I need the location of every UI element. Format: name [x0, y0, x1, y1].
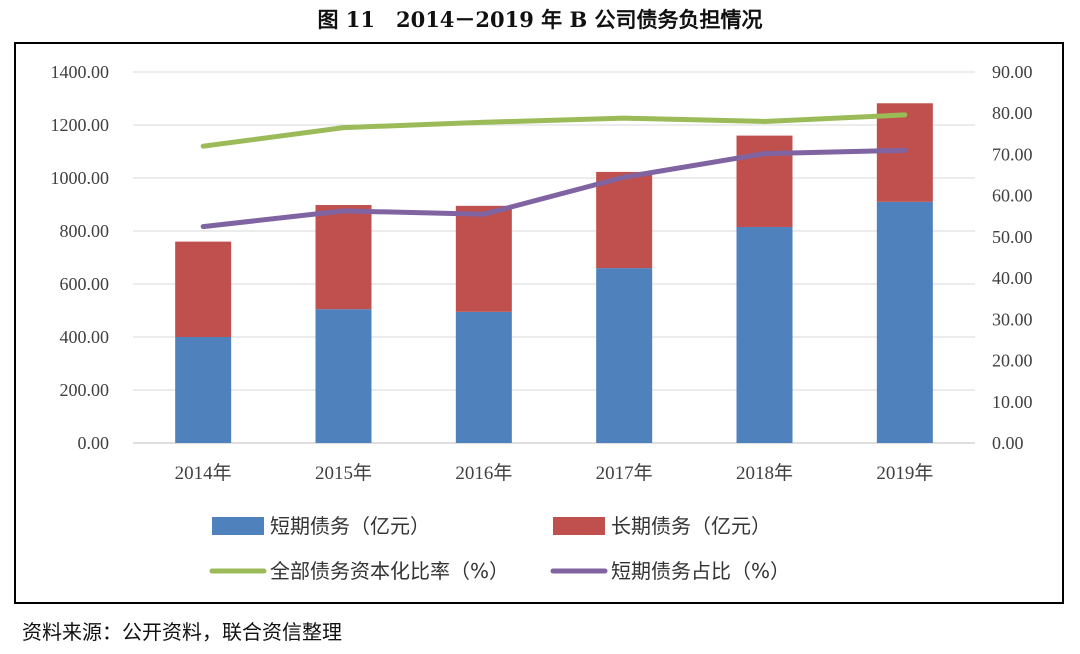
- legend-label: 全部债务资本化比率（%）: [270, 559, 509, 583]
- figure-title: 图 11 2014－2019 年 B 公司债务负担情况: [317, 7, 763, 32]
- bar-short-term-debt: [315, 309, 372, 443]
- gridlines: [133, 71, 975, 444]
- bar-short-term-debt: [596, 268, 653, 443]
- y-right-tick-label: 90.00: [992, 62, 1033, 82]
- y-right-tick-label: 20.00: [992, 351, 1033, 371]
- y-right-tick-label: 70.00: [992, 144, 1033, 164]
- y-left-tick-label: 200.00: [60, 380, 110, 400]
- x-tick-label: 2018年: [736, 462, 793, 484]
- legend-swatch: [553, 517, 605, 535]
- y-left-tick-label: 1000.00: [51, 168, 110, 188]
- line-short-term-debt-share: [200, 147, 908, 230]
- legend-label: 长期债务（亿元）: [611, 514, 771, 538]
- y-left-tick-label: 600.00: [60, 274, 110, 294]
- x-tick-label: 2014年: [175, 462, 232, 484]
- legend-label: 短期债务占比（%）: [611, 559, 790, 583]
- y-right-tick-label: 50.00: [992, 227, 1033, 247]
- chart-frame: [14, 42, 1064, 604]
- bar-long-term-debt: [596, 171, 653, 269]
- line-group: [200, 112, 908, 230]
- legend-swatch: [212, 517, 264, 535]
- bar-long-term-debt: [455, 205, 512, 312]
- source-note: 资料来源：公开资料，联合资信整理: [22, 620, 342, 644]
- bar-short-term-debt: [175, 337, 232, 443]
- y-right-tick-label: 0.00: [992, 433, 1024, 453]
- y-right-tick-label: 60.00: [992, 186, 1033, 206]
- y-right-tick-label: 10.00: [992, 392, 1033, 412]
- y-left-tick-label: 1200.00: [51, 115, 110, 135]
- y-left-tick-label: 400.00: [60, 327, 110, 347]
- bar-short-term-debt: [455, 311, 512, 443]
- y-left-tick-label: 1400.00: [51, 62, 110, 82]
- line-debt-capitalization-ratio: [200, 112, 908, 149]
- x-tick-label: 2016年: [455, 462, 512, 484]
- bar-long-term-debt: [175, 241, 232, 337]
- legend: 短期债务（亿元） 长期债务（亿元） 全部债务资本化比率（%） 短期债务占比（%）: [209, 514, 790, 583]
- y-left-tick-label: 800.00: [60, 221, 110, 241]
- x-tick-label: 2019年: [876, 462, 933, 484]
- x-tick-label: 2015年: [315, 462, 372, 484]
- legend-label: 短期债务（亿元）: [270, 514, 430, 538]
- y-right-tick-label: 30.00: [992, 309, 1033, 329]
- axis-labels: 0.00 200.00 400.00 600.00 800.00 1000.00 1200.…: [51, 62, 1033, 484]
- bar-long-term-debt: [736, 135, 793, 228]
- y-right-tick-label: 40.00: [992, 268, 1033, 288]
- x-tick-label: 2017年: [596, 462, 653, 484]
- bar-short-term-debt: [876, 201, 933, 443]
- bar-long-term-debt: [315, 205, 372, 310]
- y-left-tick-label: 0.00: [78, 433, 110, 453]
- y-right-tick-label: 80.00: [992, 103, 1033, 123]
- bar-short-term-debt: [736, 227, 793, 443]
